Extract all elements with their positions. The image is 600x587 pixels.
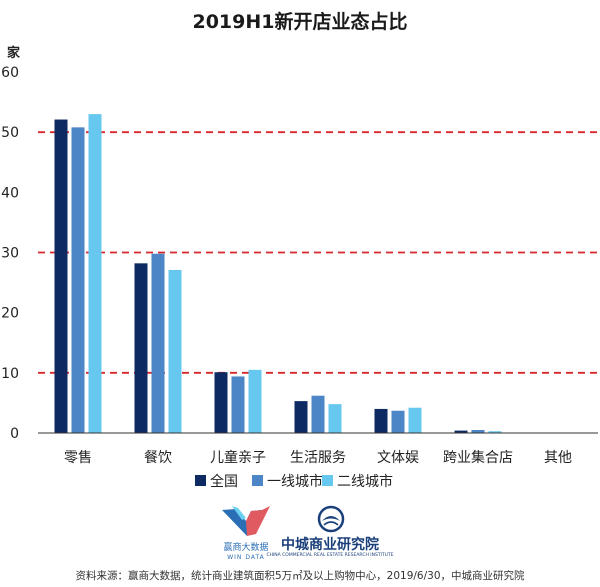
zhongcheng-logo-cn: 中城商业研究院 <box>281 536 379 553</box>
y-tick-label: 10 <box>1 366 19 382</box>
legend-swatch <box>195 475 206 486</box>
bar <box>134 263 148 433</box>
category-label: 文体娱 <box>377 450 419 466</box>
legend-label: 一线城市 <box>267 473 323 490</box>
y-tick-label: 60 <box>1 65 19 81</box>
category-label: 其他 <box>544 450 572 466</box>
bar <box>294 401 308 433</box>
y-tick-label: 30 <box>1 246 19 262</box>
windata-logo: 赢商大数据 WIN DATA <box>222 506 270 561</box>
bar <box>168 269 182 433</box>
category-label: 餐饮 <box>144 450 172 466</box>
legend-label: 全国 <box>210 473 238 490</box>
legend-swatch <box>252 475 263 486</box>
bar <box>231 376 245 433</box>
bar <box>311 395 325 433</box>
bar <box>454 430 468 433</box>
bar <box>408 407 422 433</box>
windata-logo-en: WIN DATA <box>227 554 265 561</box>
y-tick-label: 40 <box>1 185 19 201</box>
bar <box>391 410 405 433</box>
category-label: 儿童亲子 <box>210 449 266 466</box>
bar <box>328 404 342 433</box>
zhongcheng-logo-en: CHINA COMMERCIAL REAL ESTATE RESEARCH IN… <box>266 552 393 558</box>
category-label: 跨业集合店 <box>443 449 513 466</box>
bar <box>88 114 102 433</box>
y-tick-label: 0 <box>10 426 19 442</box>
bar <box>248 369 262 433</box>
legend-swatch <box>322 475 333 486</box>
y-tick-label: 20 <box>1 306 19 322</box>
zhongcheng-logo: 中城商业研究院 CHINA COMMERCIAL REAL ESTATE RES… <box>266 505 394 558</box>
y-axis-unit: 家 <box>7 45 21 61</box>
bar <box>71 127 85 433</box>
legend-label: 二线城市 <box>337 473 393 490</box>
reference-lines <box>38 131 598 374</box>
bar <box>54 119 68 433</box>
bar <box>151 253 165 433</box>
source-note: 资料来源：赢商大数据，统计商业建筑面积5万㎡及以上购物中心，2019/6/30，… <box>75 569 525 582</box>
bars <box>54 114 502 433</box>
bar <box>374 408 388 433</box>
chart-title: 2019H1新开店业态占比 <box>192 10 407 33</box>
bar <box>214 372 228 433</box>
bar <box>471 429 485 433</box>
y-tick-label: 50 <box>1 125 19 141</box>
legend: 全国 一线城市 二线城市 <box>195 473 393 490</box>
bar <box>488 431 502 433</box>
category-label: 零售 <box>64 450 92 466</box>
category-labels: 零售 餐饮 儿童亲子 生活服务 文体娱 跨业集合店 其他 <box>64 449 572 466</box>
windata-logo-cn: 赢商大数据 <box>223 541 268 553</box>
category-label: 生活服务 <box>290 450 346 466</box>
y-axis-ticks: 0 10 20 30 40 50 60 <box>1 65 19 442</box>
